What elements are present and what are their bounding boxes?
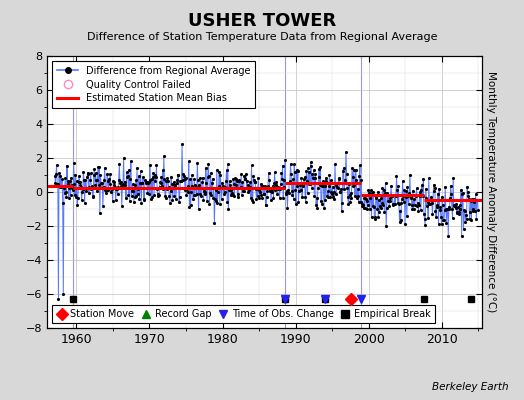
Legend: Station Move, Record Gap, Time of Obs. Change, Empirical Break: Station Move, Record Gap, Time of Obs. C… (52, 305, 435, 323)
Text: USHER TOWER: USHER TOWER (188, 12, 336, 30)
Y-axis label: Monthly Temperature Anomaly Difference (°C): Monthly Temperature Anomaly Difference (… (486, 71, 496, 313)
Text: Difference of Station Temperature Data from Regional Average: Difference of Station Temperature Data f… (87, 32, 437, 42)
Text: Berkeley Earth: Berkeley Earth (432, 382, 508, 392)
